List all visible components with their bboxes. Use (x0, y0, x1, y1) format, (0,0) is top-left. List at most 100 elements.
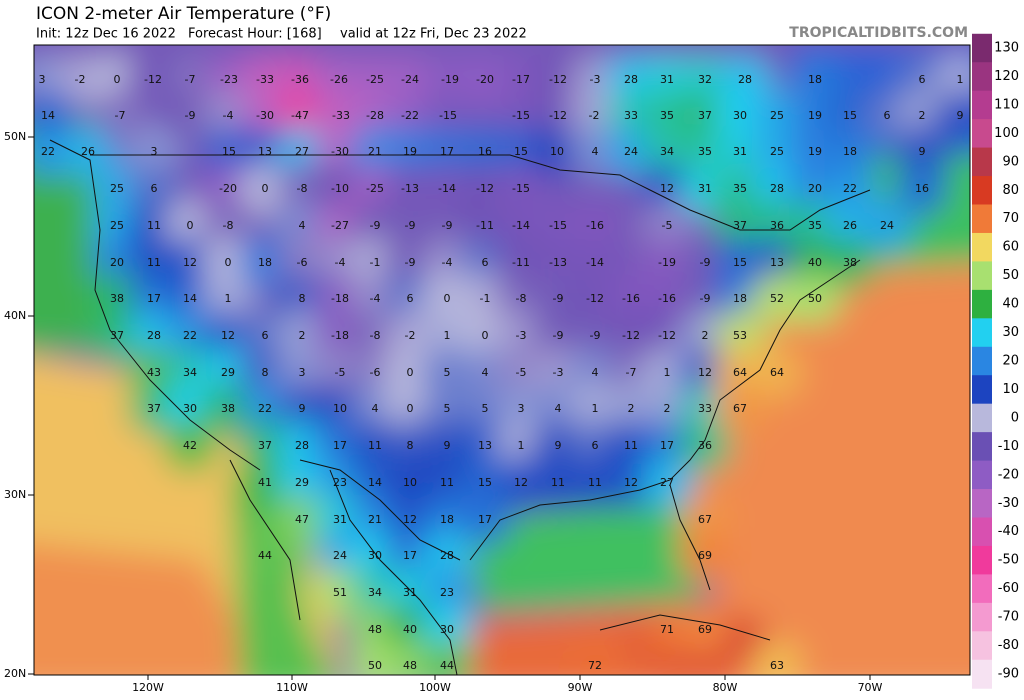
station-temperature: 31 (698, 182, 712, 195)
temperature-blob (605, 457, 657, 509)
temperature-blob (751, 200, 803, 252)
station-temperature: 34 (368, 586, 382, 599)
station-temperature: 18 (808, 73, 822, 86)
temperature-blob (641, 54, 693, 106)
station-temperature: 19 (403, 145, 417, 158)
station-temperature: -20 (219, 182, 237, 195)
station-temperature: -14 (512, 219, 530, 232)
temperature-blob (569, 126, 621, 178)
temperature-blob (641, 163, 693, 215)
temperature-blob (421, 237, 473, 289)
temperature-blob (128, 273, 180, 325)
temperature-blob (276, 310, 328, 362)
colorbar-tick-label: 20 (1002, 354, 1019, 369)
colorbar-swatch (972, 289, 992, 319)
station-temperature: -22 (401, 109, 419, 122)
temperature-blob (384, 604, 436, 656)
colorbar-swatch (972, 375, 992, 405)
station-temperature: 35 (698, 145, 712, 158)
temperature-blob (384, 237, 436, 289)
latitude-label: 50N (4, 130, 26, 143)
colorbar-swatch (972, 62, 992, 92)
temperature-blob (421, 126, 473, 178)
station-temperature: 8 (407, 439, 414, 452)
temperature-blob (459, 383, 511, 435)
temperature-blob (384, 54, 436, 106)
station-temperature: 11 (551, 476, 565, 489)
station-temperature: -25 (366, 73, 384, 86)
temperature-blob (532, 347, 584, 399)
station-temperature: -12 (586, 292, 604, 305)
station-temperature: 6 (919, 73, 926, 86)
colorbar-tick-label: 50 (1002, 268, 1019, 283)
station-temperature: -11 (512, 256, 530, 269)
station-temperature: 17 (660, 439, 674, 452)
temperature-blob (164, 383, 216, 435)
temperature-blob (239, 420, 291, 472)
colorbar-tick-label: 0 (1011, 410, 1019, 425)
temperature-blob (91, 237, 143, 289)
station-temperature: 34 (183, 366, 197, 379)
station-temperature: 12 (698, 366, 712, 379)
station-temperature: 20 (808, 182, 822, 195)
temperature-blob (569, 273, 621, 325)
station-temperature: 69 (698, 623, 712, 636)
station-temperature: 25 (770, 109, 784, 122)
station-temperature: -12 (144, 73, 162, 86)
temperature-blob (239, 530, 291, 582)
station-temperature: -3 (553, 366, 564, 379)
temperature-blob (276, 200, 328, 252)
station-temperature: -2 (589, 109, 600, 122)
station-temperature: -2 (75, 73, 86, 86)
temperature-blob (421, 200, 473, 252)
station-temperature: -18 (331, 292, 349, 305)
station-temperature: 19 (808, 109, 822, 122)
station-temperature: 0 (262, 182, 269, 195)
temperature-blob (751, 237, 803, 289)
temperature-blob (276, 163, 328, 215)
station-temperature: 14 (183, 292, 197, 305)
latitude-label: 40N (4, 309, 26, 322)
station-temperature: 1 (225, 292, 232, 305)
longitude-label: 80W (713, 681, 738, 694)
temperature-blob (459, 126, 511, 178)
station-temperature: 31 (403, 586, 417, 599)
station-temperature: 6 (884, 109, 891, 122)
station-temperature: -3 (516, 329, 527, 342)
station-temperature: -11 (476, 219, 494, 232)
colorbar-swatch (972, 147, 992, 177)
station-temperature: -14 (586, 256, 604, 269)
temperature-blob (714, 163, 766, 215)
station-temperature: -13 (549, 256, 567, 269)
temperature-blob (202, 237, 254, 289)
station-temperature: 31 (733, 145, 747, 158)
temperature-blob (605, 90, 657, 142)
temperature-blob (164, 273, 216, 325)
temperature-blob (421, 383, 473, 435)
temperature-blob (934, 90, 970, 142)
station-temperature: -3 (590, 73, 601, 86)
station-temperature: 13 (478, 439, 492, 452)
temperature-blob (495, 273, 547, 325)
temperature-blob (276, 126, 328, 178)
station-temperature: -17 (512, 73, 530, 86)
temperature-blob (34, 126, 74, 178)
station-temperature: 11 (588, 476, 602, 489)
temperature-blob (384, 383, 436, 435)
temperature-blob (203, 126, 255, 178)
temperature-blob (641, 126, 693, 178)
station-temperature: 14 (41, 109, 55, 122)
colorbar-swatch (972, 574, 992, 604)
temperature-blob (641, 347, 693, 399)
temperature-blob (714, 200, 766, 252)
temperature-blob (641, 273, 693, 325)
station-temperature: -9 (405, 219, 416, 232)
station-temperature: -9 (700, 292, 711, 305)
temperature-blob (896, 90, 948, 142)
station-temperature: 63 (770, 659, 784, 672)
temperature-blob (128, 383, 180, 435)
station-temperature: 41 (258, 476, 272, 489)
colorbar-tick-label: 90 (1002, 154, 1019, 169)
station-temperature: -12 (549, 73, 567, 86)
